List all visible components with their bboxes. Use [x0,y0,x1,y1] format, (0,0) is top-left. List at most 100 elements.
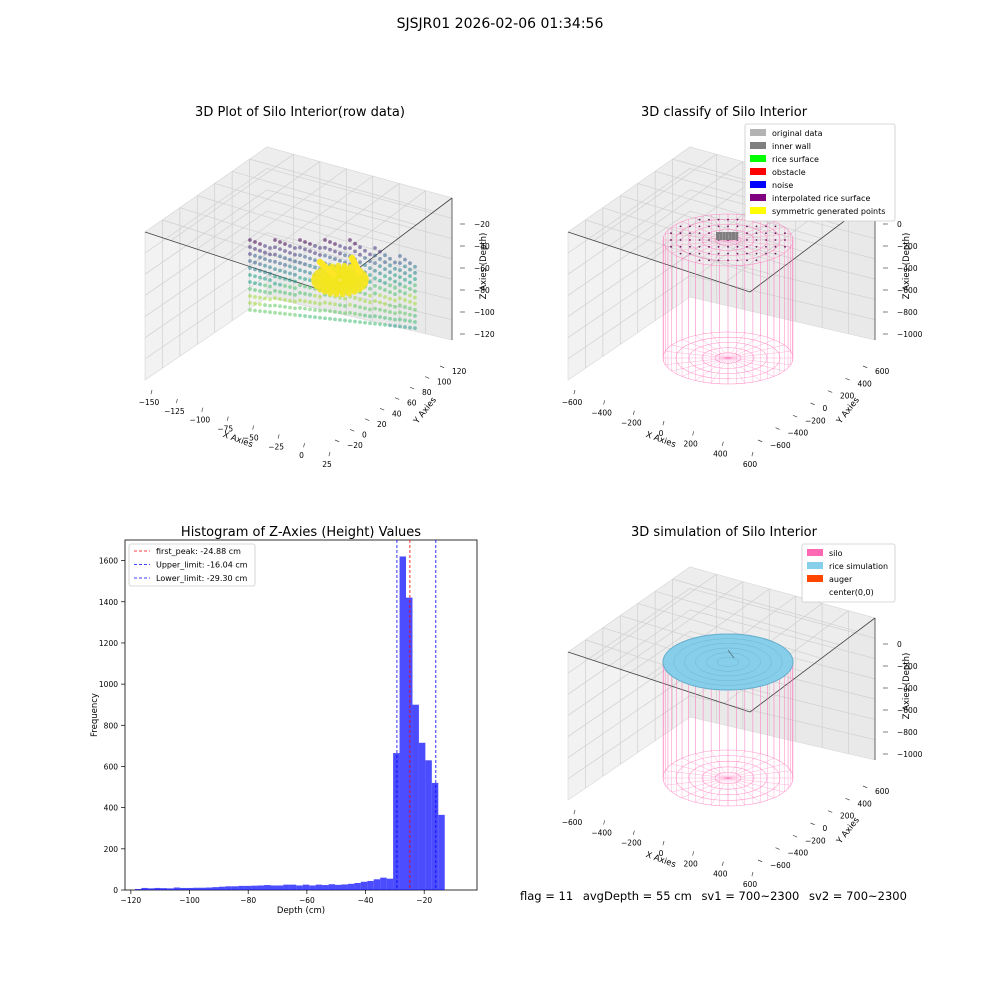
raw-point [328,286,332,290]
raw-point [273,303,277,308]
histogram-bar [373,879,381,890]
raw-point [293,306,297,311]
raw-point [403,311,407,316]
inner-wall-point [719,232,723,236]
raw-surface-point [345,273,352,280]
raw-point [353,311,357,316]
x-tick-label: 400 [713,450,728,459]
raw-point [303,284,307,289]
grid-line [144,189,268,275]
silo-spoke [727,239,761,263]
inner-wall-point [732,236,735,240]
raw-point [413,283,417,288]
axis-line [567,231,751,293]
raw-surface-point [318,267,325,274]
tick-mark [394,397,400,400]
raw-point [268,291,272,295]
tick-mark [692,431,695,436]
axis-line [749,617,876,713]
silo-spoke [727,357,775,377]
raw-point [413,307,417,312]
raw-surface-point [338,271,345,278]
raw-point [293,286,297,291]
raw-point [378,249,382,254]
raw-surface-point [352,261,359,268]
raw-point [313,265,317,270]
raw-surface-point [339,268,346,275]
raw-point [258,289,262,293]
raw-surface-point [325,270,332,277]
raw-point [343,311,347,316]
silo-spoke [727,661,746,690]
z-tick-label: −120 [474,330,495,339]
raw-point [318,287,322,292]
legend-swatch [750,155,766,162]
grid-line [689,189,876,239]
raw-point [348,311,352,315]
raw-point [353,249,357,254]
grid-line [593,573,717,661]
raw-point [383,260,387,265]
raw-point [353,257,357,262]
raw-point [413,320,417,324]
raw-point [323,300,327,305]
silo-spoke [727,357,761,381]
raw-point [353,296,357,301]
interpolated-point [736,252,739,255]
raw-point [298,306,302,310]
raw-point [258,302,262,307]
raw-point [353,272,357,277]
raw-point [298,298,302,303]
silo-spoke [727,239,791,247]
silo-spoke [681,641,729,663]
raw-point [348,319,352,323]
grid-line [162,219,345,279]
raw-point [398,254,402,258]
raw-point [343,296,347,301]
raw-point [318,273,322,278]
interpolated-point [698,245,701,248]
raw-point [293,252,297,257]
silo-spoke [710,777,729,806]
silo-spoke [727,753,761,779]
raw-point [353,241,357,246]
raw-point [278,268,282,273]
raw-point [348,246,352,251]
x-tick-label: −20 [416,896,432,905]
raw-point [333,257,337,261]
raw-surface-point [321,268,328,275]
raw-surface-point [341,271,348,278]
raw-point [408,261,412,266]
raw-point [288,278,292,283]
grid-line [567,253,691,339]
raw-point [248,238,252,242]
raw-surface-point [326,276,333,283]
silo-spoke [710,634,729,663]
grid-line [672,158,858,212]
grid-line [671,175,796,267]
raw-point [333,249,337,254]
interpolated-point [774,239,777,241]
raw-surface-point [318,271,325,278]
tick-mark [792,835,798,838]
raw-point [393,285,397,290]
silo-spoke [695,637,729,663]
histogram-bar [147,888,155,890]
raw-point [393,266,397,271]
raw-point [293,313,297,317]
raw-point [268,278,272,282]
raw-point [263,296,267,301]
z-axis-label: Z Axies (Depth) [902,233,912,300]
raw-surface-point [351,259,358,266]
raw-point [248,294,252,298]
raw-point [273,281,277,286]
raw-point [328,247,332,252]
raw-point [383,281,387,285]
raw-surface-point [358,277,364,283]
tick-mark [328,451,331,457]
raw-point [283,311,287,316]
grid-line [689,609,876,659]
raw-surface-point [312,273,319,280]
sv1-text: sv1 = 700~2300 [701,889,800,903]
raw-surface-point [322,264,330,271]
